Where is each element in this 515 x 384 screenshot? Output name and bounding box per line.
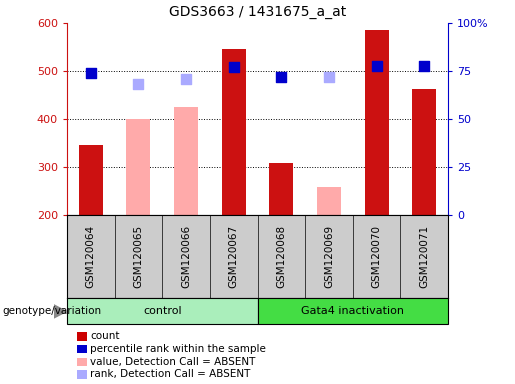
Bar — [317, 187, 341, 215]
Point — [182, 76, 190, 82]
Text: GSM120066: GSM120066 — [181, 225, 191, 288]
Point — [87, 70, 95, 76]
Polygon shape — [54, 305, 66, 318]
Bar — [269, 163, 293, 215]
Point — [420, 63, 428, 70]
Point — [325, 74, 333, 80]
Bar — [222, 49, 246, 215]
Point — [134, 81, 143, 88]
Point — [230, 64, 238, 70]
Text: control: control — [143, 306, 182, 316]
Text: genotype/variation: genotype/variation — [3, 306, 101, 316]
FancyBboxPatch shape — [67, 298, 258, 324]
Text: GSM120068: GSM120068 — [277, 225, 286, 288]
FancyBboxPatch shape — [258, 298, 448, 324]
Text: percentile rank within the sample: percentile rank within the sample — [90, 344, 266, 354]
Bar — [365, 30, 388, 215]
Text: count: count — [90, 331, 119, 341]
Text: GSM120071: GSM120071 — [419, 225, 429, 288]
Point — [277, 74, 285, 80]
Bar — [79, 146, 102, 215]
Text: GSM120067: GSM120067 — [229, 225, 238, 288]
Text: value, Detection Call = ABSENT: value, Detection Call = ABSENT — [90, 357, 255, 367]
Text: GSM120064: GSM120064 — [86, 225, 96, 288]
Point — [372, 63, 381, 70]
Bar — [413, 89, 436, 215]
Bar — [174, 107, 198, 215]
Text: rank, Detection Call = ABSENT: rank, Detection Call = ABSENT — [90, 369, 250, 379]
Bar — [127, 119, 150, 215]
Text: GSM120070: GSM120070 — [372, 225, 382, 288]
Text: GSM120069: GSM120069 — [324, 225, 334, 288]
Text: Gata4 inactivation: Gata4 inactivation — [301, 306, 404, 316]
Text: GSM120065: GSM120065 — [133, 225, 143, 288]
Title: GDS3663 / 1431675_a_at: GDS3663 / 1431675_a_at — [169, 5, 346, 19]
